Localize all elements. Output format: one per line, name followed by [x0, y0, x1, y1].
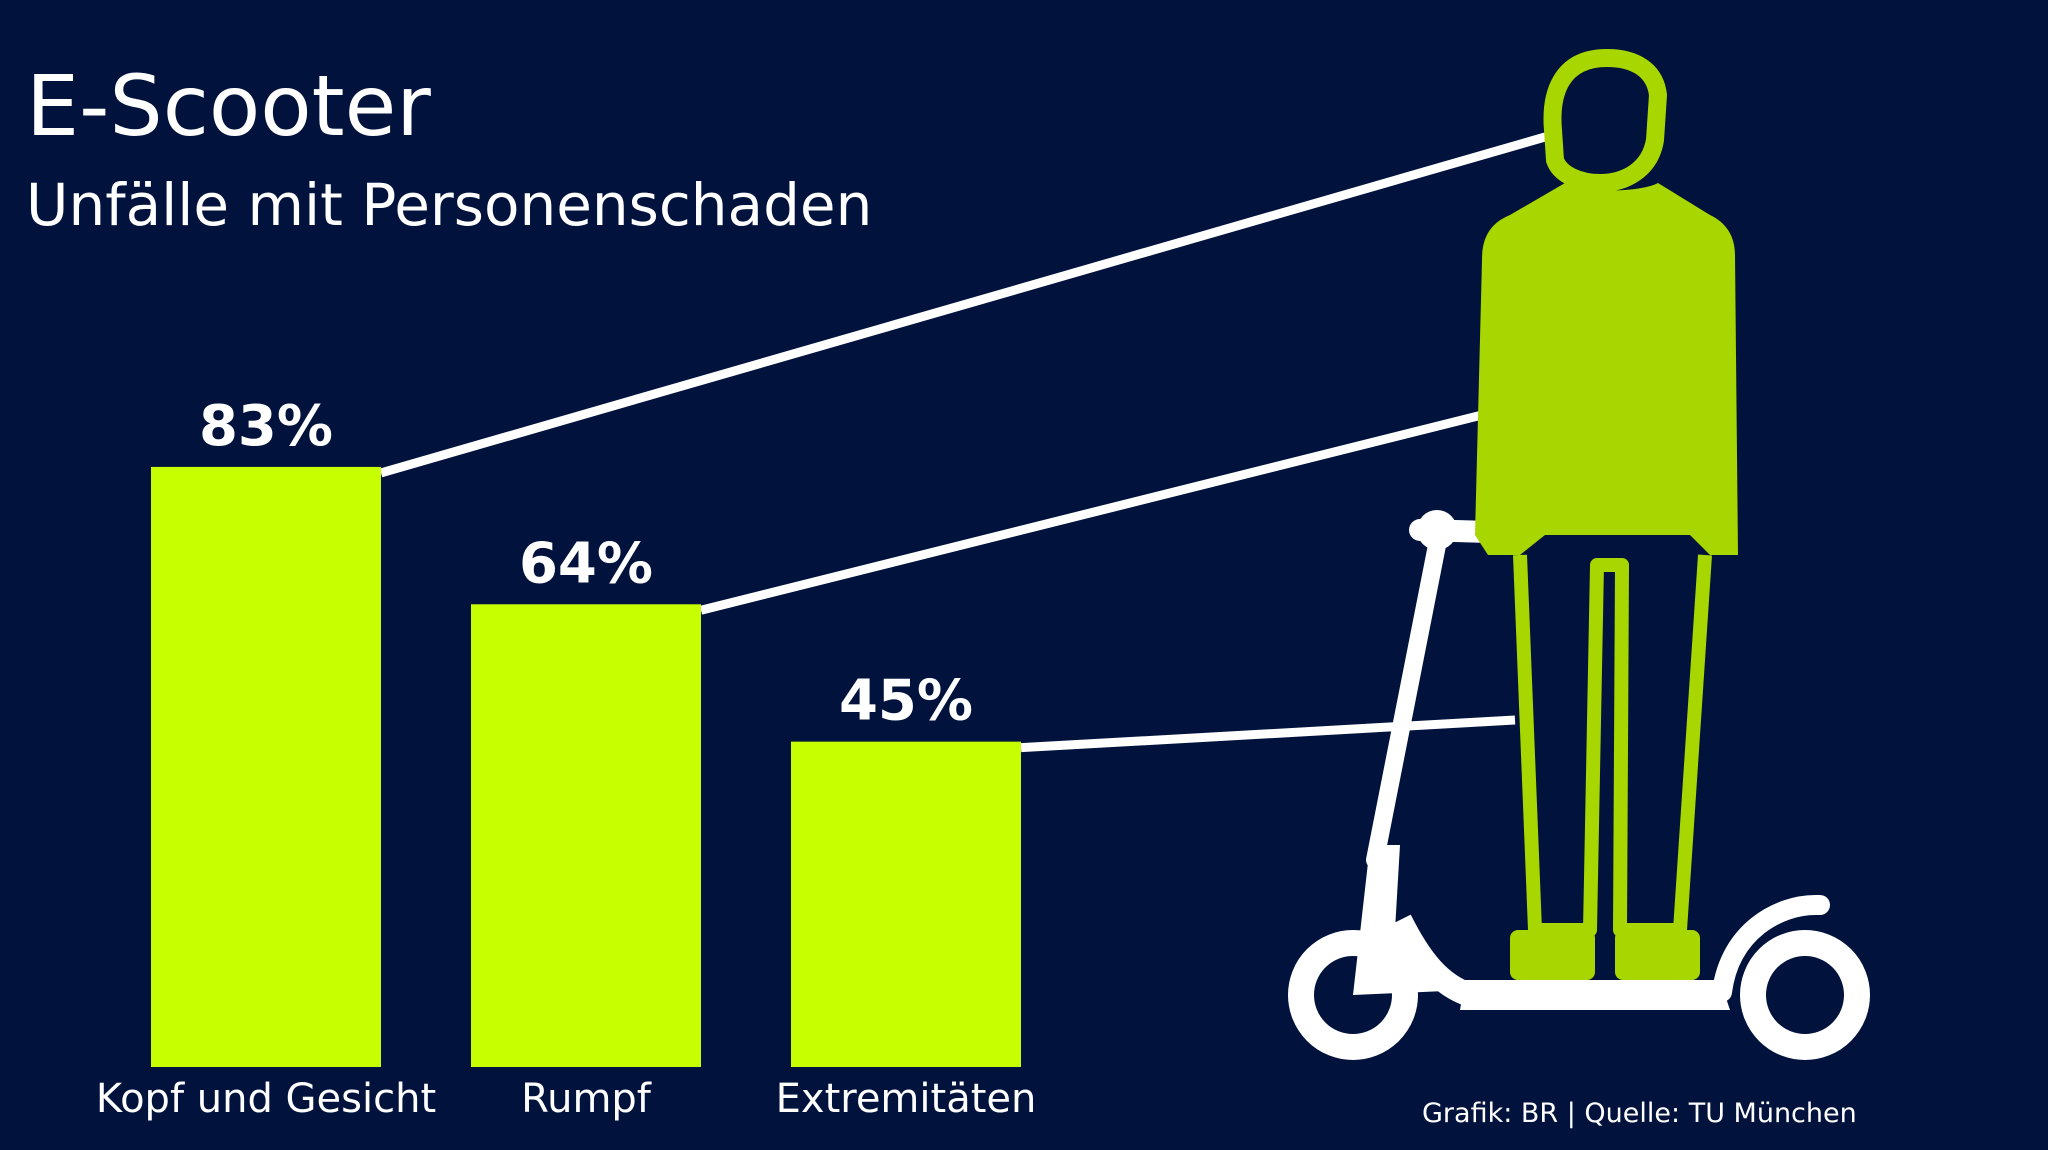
chart-title: E-Scooter — [26, 57, 431, 155]
steering-column-icon — [1366, 521, 1449, 869]
scooter-icon — [1288, 510, 1870, 1060]
left-foot-icon — [1510, 930, 1595, 980]
person-figure-icon — [1475, 48, 1738, 980]
legs-icon — [1513, 554, 1712, 937]
bar-2 — [471, 604, 701, 1067]
connector-lines — [379, 130, 1592, 753]
connector-line-2 — [699, 383, 1592, 615]
torso-icon — [1475, 183, 1738, 555]
value-label-3: 45% — [839, 669, 973, 734]
chart-subtitle: Unfälle mit Personenschaden — [26, 171, 872, 239]
bar-3 — [791, 741, 1021, 1067]
bars-group: 83% Kopf und Gesicht 64% Rumpf 45% Extremität… — [96, 394, 1037, 1122]
person-on-e-scooter-icon — [1288, 48, 1870, 1060]
right-foot-icon — [1615, 930, 1700, 980]
rear-fender-icon — [1712, 895, 1830, 1002]
source-credit: Grafik: BR | Quelle: TU München — [1422, 1098, 1857, 1129]
bar-1 — [151, 466, 381, 1067]
value-label-2: 64% — [519, 531, 653, 596]
front-fork-icon — [1353, 845, 1468, 995]
value-label-1: 83% — [199, 394, 333, 459]
rear-wheel-icon — [1740, 930, 1870, 1060]
category-label-2: Rumpf — [521, 1076, 652, 1122]
connector-line-3 — [1020, 715, 1516, 753]
connector-line-1 — [379, 130, 1554, 478]
category-label-1: Kopf und Gesicht — [96, 1076, 436, 1122]
deck-front-curve-icon — [1389, 914, 1475, 1007]
category-label-3: Extremitäten — [776, 1076, 1037, 1122]
deck-icon — [1460, 980, 1730, 1010]
front-wheel-icon — [1288, 930, 1418, 1060]
head-icon — [1543, 48, 1668, 193]
